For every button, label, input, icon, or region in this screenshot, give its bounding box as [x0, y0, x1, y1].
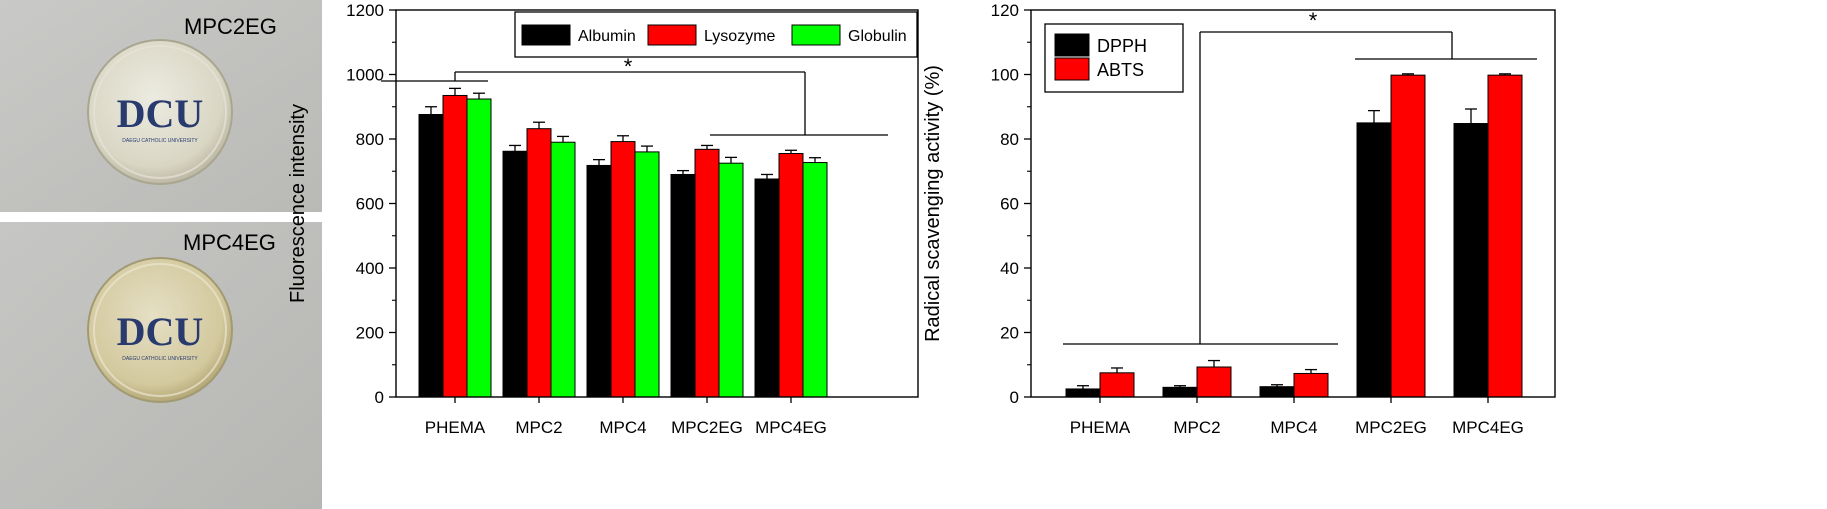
bar-albumin-mpc4: [586, 164, 612, 398]
legend-label-albumin: Albumin: [578, 28, 636, 45]
legend-label-dpph: DPPH: [1097, 36, 1147, 56]
bar-dpph-mpc2eg: [1356, 122, 1392, 398]
chart-radical-scavenging: PHEMA MPC2 MPC4 MPC2EG MPC4EG 0 20 40 60 80 100 120…: [922, 1, 1556, 437]
y-tick-label: 80: [1000, 130, 1019, 149]
bar-lysozyme-mpc2eg: [694, 148, 720, 398]
bar-dpph-mpc4eg: [1453, 123, 1489, 398]
x-tick-label: MPC4: [1270, 418, 1317, 437]
y-tick-label: 0: [1010, 388, 1019, 407]
x-tick-label: MPC4EG: [755, 418, 827, 437]
x-tick-label: MPC2EG: [1355, 418, 1427, 437]
photo-panel-mpc2eg: DCU DAEGU CATHOLIC UNIVERSITY MPC2EG: [0, 0, 322, 212]
chart-fluorescence: PHEMA MPC2 MPC4 MPC2EG MPC4EG 0 200 400 600 800 10…: [287, 1, 919, 437]
legend-swatch-dpph: [1054, 33, 1090, 57]
photo-panel-mpc4eg: DCU DAEGU CATHOLIC UNIVERSITY MPC4EG: [0, 222, 322, 509]
bar-abts-mpc2: [1196, 366, 1232, 398]
y-tick-label: 1200: [346, 1, 384, 20]
x-tick-label: MPC2: [515, 418, 562, 437]
x-tick-label: MPC4EG: [1452, 418, 1524, 437]
x-tick-label: MPC4: [599, 418, 646, 437]
bar-dpph-mpc2: [1162, 386, 1198, 398]
bar-albumin-mpc2eg: [670, 173, 696, 398]
bar-lysozyme-mpc4: [610, 141, 636, 398]
photo-logo-text: DCU: [117, 309, 204, 354]
bar-globulin-mpc2: [550, 141, 576, 398]
bar-lysozyme-mpc2: [526, 128, 552, 398]
y-axis-label: Radical scavenging activity (%): [922, 65, 944, 342]
legend-swatch-lysozyme: [647, 24, 697, 46]
photo-mpc4eg-image: DCU DAEGU CATHOLIC UNIVERSITY: [0, 222, 322, 509]
legend-box: [514, 11, 918, 58]
photo-label-mpc4eg: MPC4EG: [183, 230, 276, 255]
photo-mpc2eg-image: DCU DAEGU CATHOLIC UNIVERSITY: [0, 0, 322, 212]
bar-globulin-mpc2eg: [718, 162, 744, 398]
legend-label-lysozyme: Lysozyme: [704, 28, 776, 45]
bar-globulin-phema: [466, 98, 492, 398]
y-tick-label: 20: [1000, 324, 1019, 343]
legend-label-abts: ABTS: [1097, 60, 1144, 80]
bar-dpph-mpc4: [1259, 386, 1295, 398]
x-tick-label: MPC2EG: [671, 418, 743, 437]
bar-abts-mpc4: [1293, 372, 1329, 398]
significance-star: *: [1309, 8, 1318, 33]
significance-star: *: [624, 54, 633, 79]
plot-frame: [395, 9, 919, 398]
photo-label-mpc2eg: MPC2EG: [184, 14, 277, 39]
legend-swatch-abts: [1054, 57, 1090, 81]
x-tick-label: PHEMA: [1070, 418, 1131, 437]
legend-swatch-globulin: [791, 24, 841, 46]
photo-logo-subtext: DAEGU CATHOLIC UNIVERSITY: [122, 138, 198, 144]
bar-abts-mpc2eg: [1390, 74, 1426, 398]
y-tick-label: 800: [356, 130, 384, 149]
bar-albumin-phema: [418, 113, 444, 398]
bar-albumin-mpc4eg: [754, 178, 780, 398]
bar-abts-phema: [1099, 372, 1135, 398]
legend-label-globulin: Globulin: [848, 28, 907, 45]
photo-logo-text: DCU: [117, 91, 204, 136]
bar-albumin-mpc2: [502, 150, 528, 398]
legend-swatch-albumin: [521, 24, 571, 46]
y-tick-label: 40: [1000, 259, 1019, 278]
bar-dpph-phema: [1065, 388, 1101, 398]
y-tick-label: 60: [1000, 195, 1019, 214]
bar-abts-mpc4eg: [1487, 74, 1523, 398]
y-tick-label: 100: [991, 66, 1019, 85]
bar-lysozyme-mpc4eg: [778, 153, 804, 398]
y-tick-label: 200: [356, 324, 384, 343]
y-tick-label: 120: [991, 1, 1019, 20]
x-tick-label: PHEMA: [425, 418, 486, 437]
y-tick-label: 1000: [346, 66, 384, 85]
bar-globulin-mpc4eg: [802, 162, 828, 398]
y-tick-label: 400: [356, 259, 384, 278]
photo-logo-subtext: DAEGU CATHOLIC UNIVERSITY: [122, 356, 198, 362]
y-tick-label: 0: [375, 388, 384, 407]
legend-box: [1044, 23, 1184, 93]
y-tick-label: 600: [356, 195, 384, 214]
x-tick-label: MPC2: [1173, 418, 1220, 437]
bar-globulin-mpc4: [634, 151, 660, 398]
bar-lysozyme-phema: [442, 94, 468, 398]
plot-frame: [1030, 9, 1556, 398]
